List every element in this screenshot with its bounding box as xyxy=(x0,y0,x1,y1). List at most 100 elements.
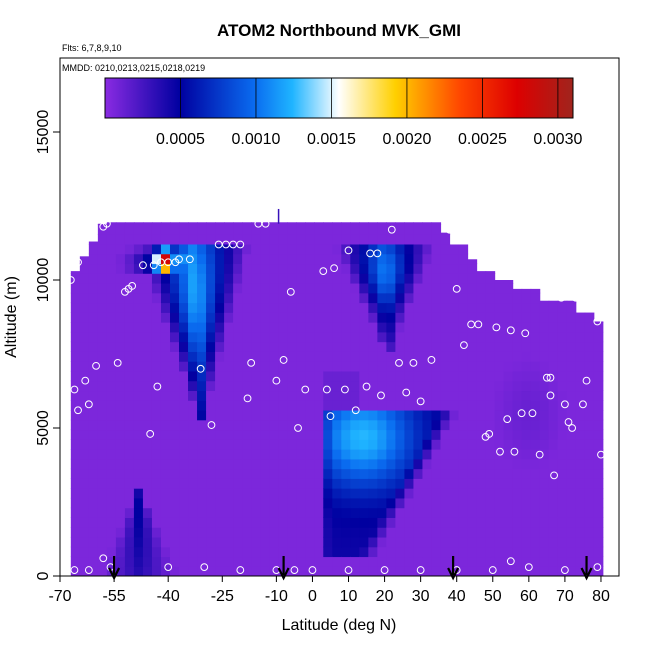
heat-cell xyxy=(323,253,333,265)
heat-cell xyxy=(269,419,279,431)
observation-point xyxy=(542,373,551,382)
heat-cell xyxy=(359,273,369,284)
heat-cell xyxy=(142,341,153,352)
heat-cell xyxy=(512,527,523,538)
heat-cell xyxy=(242,497,252,509)
observation-point xyxy=(322,385,331,394)
heat-cell xyxy=(170,517,180,528)
heat-cell xyxy=(512,419,523,431)
heat-cell xyxy=(70,409,81,421)
heat-cell xyxy=(160,478,171,489)
heat-cell xyxy=(224,566,234,576)
heat-cell xyxy=(476,497,487,509)
heat-cell xyxy=(233,331,243,343)
heat-cell xyxy=(188,322,198,333)
heat-cell xyxy=(521,429,532,440)
heat-cell xyxy=(350,419,360,431)
heat-cell xyxy=(359,409,369,421)
heat-cell xyxy=(584,390,595,401)
heat-cell xyxy=(458,292,469,304)
observation-point xyxy=(326,412,335,421)
heat-cell xyxy=(133,243,144,255)
observation-point xyxy=(561,400,569,409)
heat-cell xyxy=(539,409,550,421)
heat-cell xyxy=(404,292,415,304)
heat-cell xyxy=(359,380,369,392)
heat-cell xyxy=(251,556,261,567)
heat-cell xyxy=(413,400,424,411)
heat-cell xyxy=(269,253,279,265)
heat-cell xyxy=(332,224,342,235)
heat-cell xyxy=(413,282,424,294)
heat-cell xyxy=(503,556,514,567)
heat-cell xyxy=(106,449,117,460)
heat-cell xyxy=(224,263,234,274)
heat-cell xyxy=(458,468,469,479)
heat-cell xyxy=(458,497,469,509)
heat-cell xyxy=(539,331,550,343)
heat-cell xyxy=(97,292,108,304)
heat-cell xyxy=(521,419,532,431)
heat-cell xyxy=(359,429,369,440)
heat-cell xyxy=(494,292,505,304)
heat-cell xyxy=(215,331,225,343)
heat-cell xyxy=(305,556,315,567)
heat-cell xyxy=(197,400,207,411)
heat-cell xyxy=(115,234,126,245)
heat-cell xyxy=(503,566,514,576)
heat-cell xyxy=(530,556,541,567)
heat-cell xyxy=(584,341,595,352)
heat-cell xyxy=(260,312,270,323)
heat-cell xyxy=(124,331,135,343)
heat-cell xyxy=(377,224,387,235)
heat-cell xyxy=(512,488,523,499)
heat-cell xyxy=(512,400,523,411)
heat-cell xyxy=(377,488,387,499)
heat-cell xyxy=(97,507,108,518)
heat-cell xyxy=(530,361,541,372)
heat-cell xyxy=(323,322,333,333)
heat-cell xyxy=(133,312,144,323)
heat-cell xyxy=(512,478,523,489)
heat-cell xyxy=(278,361,288,372)
heat-cell xyxy=(115,370,126,382)
heat-cell xyxy=(323,429,333,440)
heat-cell xyxy=(422,497,433,509)
heat-cell xyxy=(224,380,234,392)
observation-point xyxy=(164,563,173,572)
heat-cell xyxy=(215,380,225,392)
heat-cell xyxy=(503,429,514,440)
heat-cell xyxy=(431,409,442,421)
heat-cell xyxy=(458,507,469,518)
observation-point xyxy=(380,566,389,574)
heat-cell xyxy=(160,341,171,352)
heat-cell xyxy=(197,458,207,470)
heat-cell xyxy=(557,380,568,392)
heat-cell xyxy=(287,517,297,528)
heat-cell xyxy=(305,302,315,313)
heat-cell xyxy=(97,419,108,431)
heat-cell xyxy=(476,312,487,323)
heat-cell xyxy=(79,380,90,392)
heat-cell xyxy=(160,222,171,225)
heat-cell xyxy=(188,222,198,225)
heat-cell xyxy=(197,253,207,265)
heat-cell xyxy=(206,517,216,528)
heat-cell xyxy=(593,546,604,558)
heat-cell xyxy=(124,351,135,362)
heat-cell xyxy=(521,468,532,479)
observation-point xyxy=(139,261,147,270)
heat-cell xyxy=(188,517,198,528)
heat-cell xyxy=(115,458,126,470)
heat-cell xyxy=(260,566,270,576)
heat-cell xyxy=(440,380,451,392)
heat-cell xyxy=(124,488,135,499)
heat-cell xyxy=(539,556,550,567)
heat-cell xyxy=(494,517,505,528)
heat-cell xyxy=(233,527,243,538)
heat-cell xyxy=(359,331,369,343)
heat-cell xyxy=(593,507,604,518)
observation-point xyxy=(294,424,302,432)
heat-cell xyxy=(160,419,171,431)
heat-cell xyxy=(341,253,351,265)
